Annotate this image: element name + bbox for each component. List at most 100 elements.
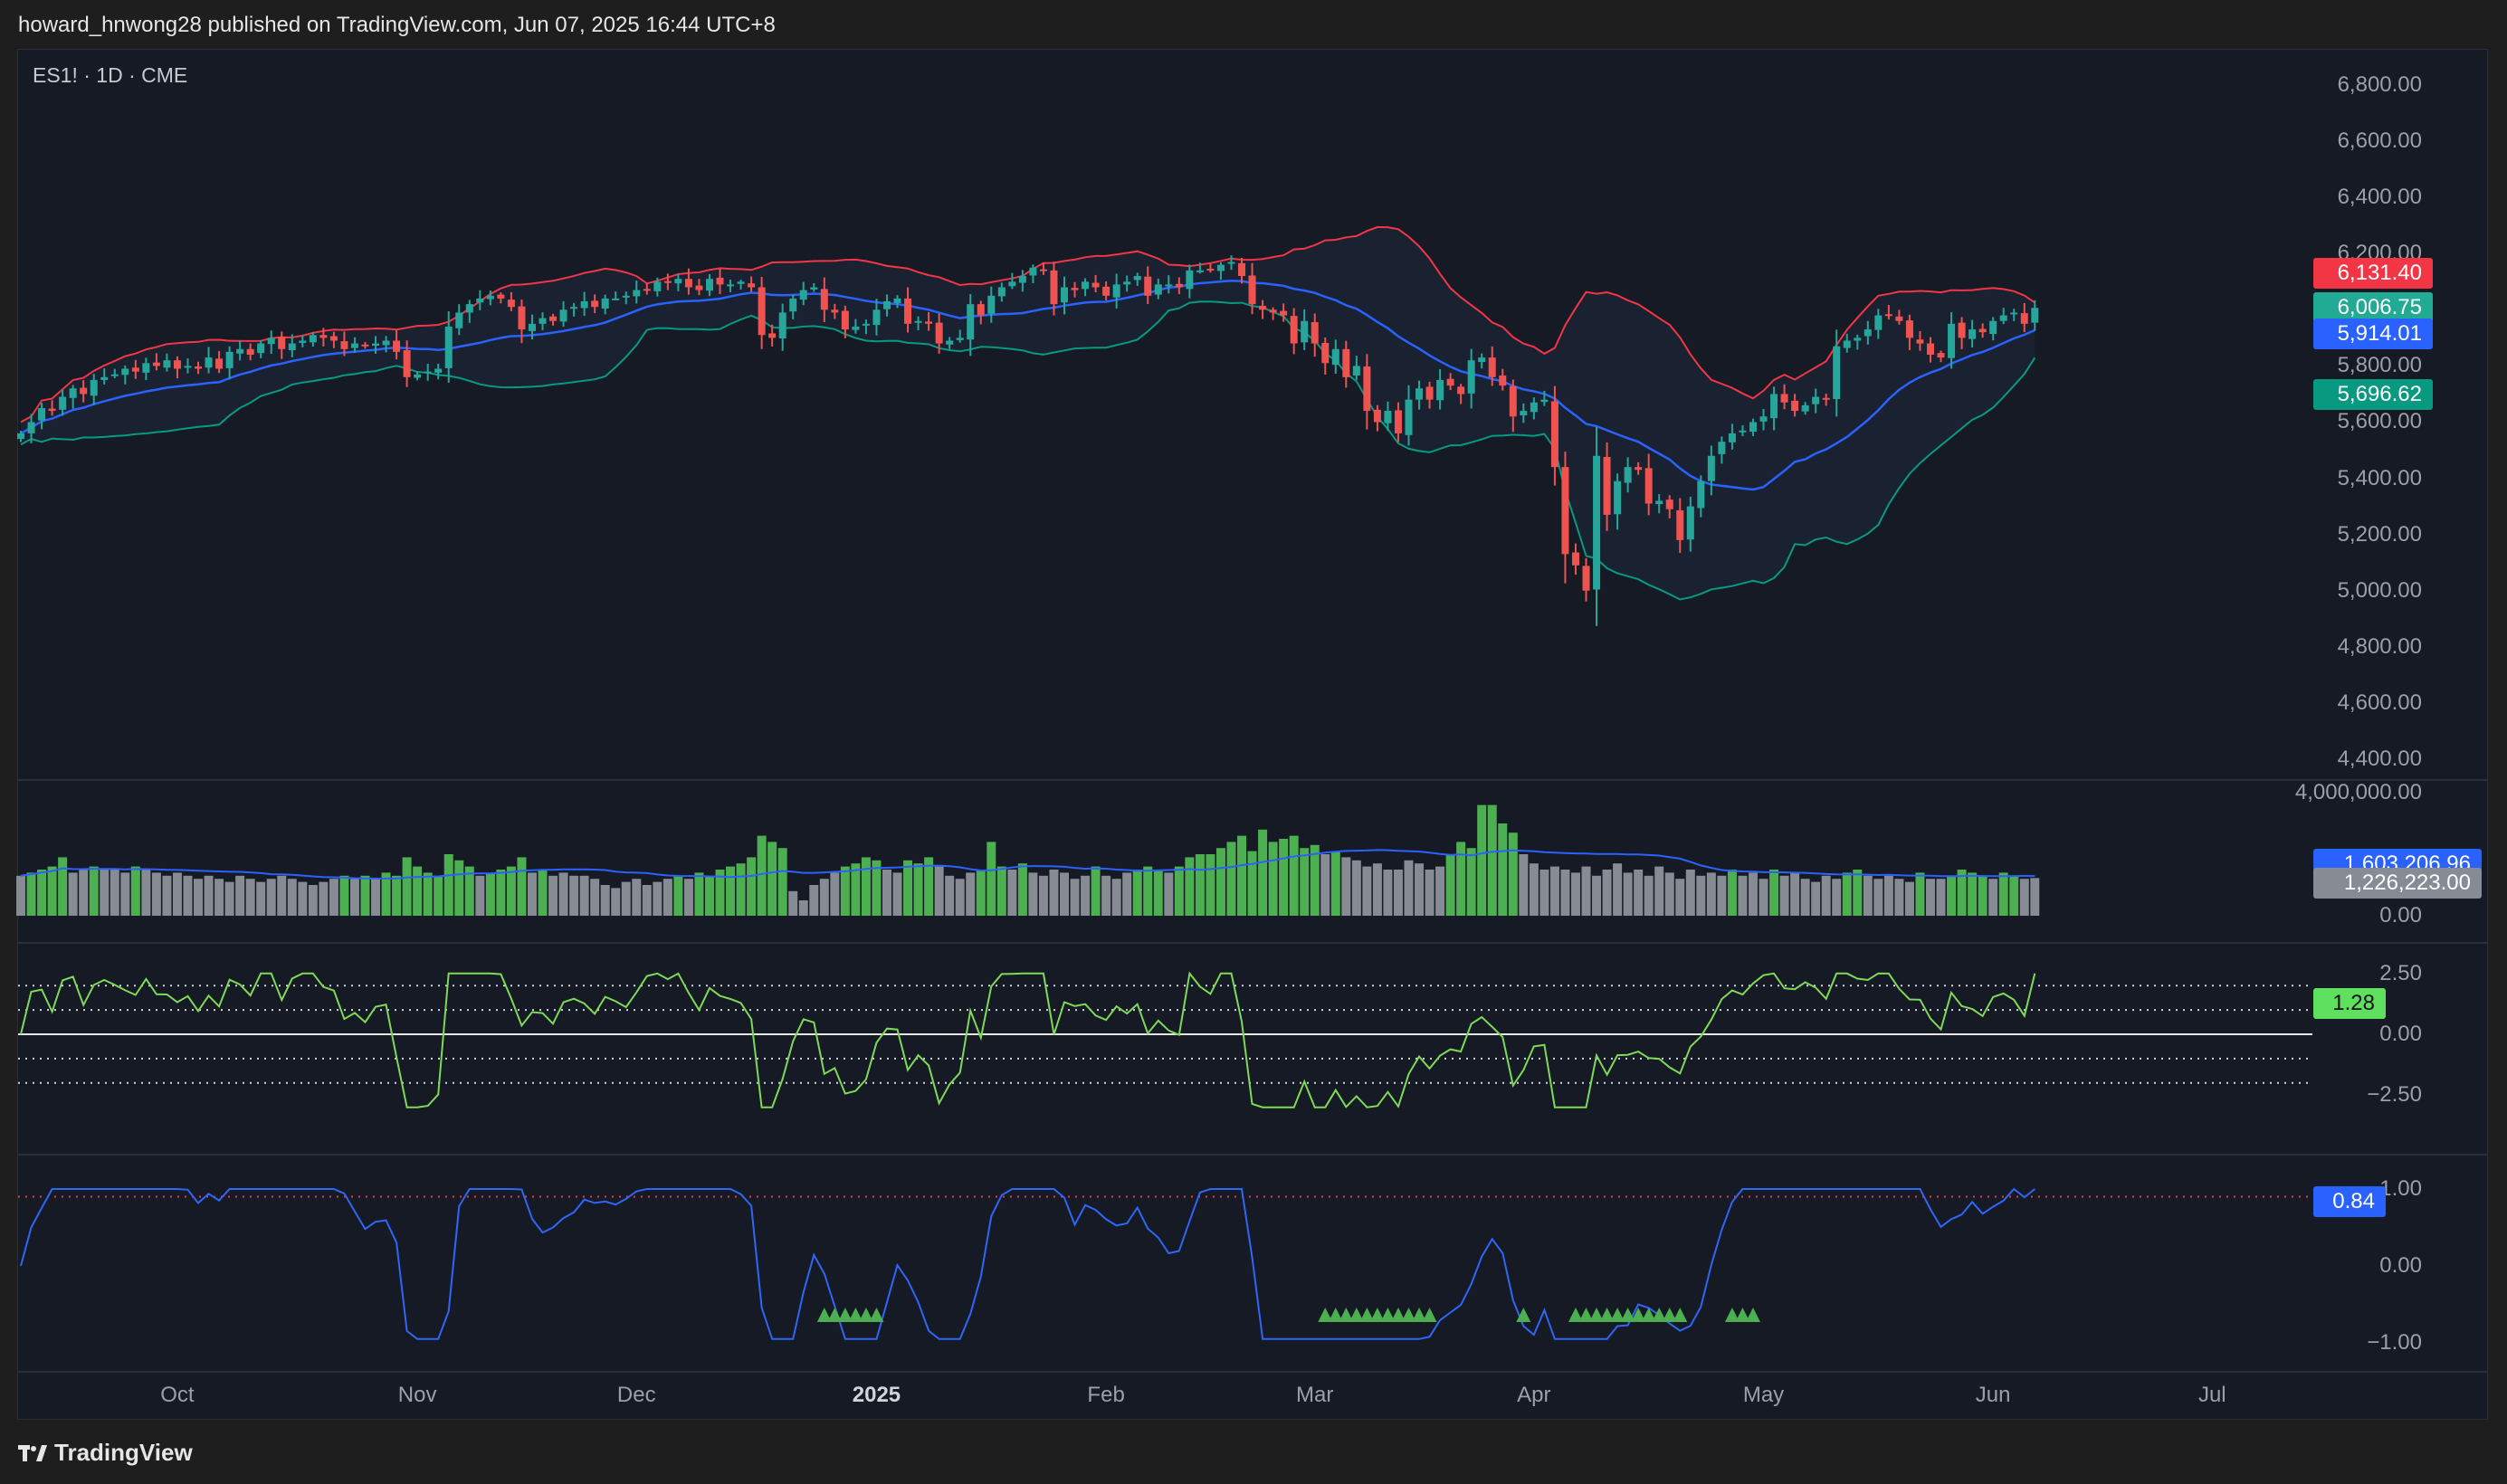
candle-body <box>414 374 422 378</box>
candle-body <box>1301 320 1309 343</box>
candle-body <box>1759 416 1768 422</box>
volume-bar <box>256 881 266 916</box>
volume-bar <box>1060 872 1069 916</box>
signal-marker-triangle <box>827 1308 843 1322</box>
brand-label: TradingView <box>54 1439 193 1466</box>
candle-body <box>1884 314 1892 317</box>
candle-body <box>236 348 244 354</box>
candle-body <box>1248 275 1256 305</box>
signal-marker-triangle <box>1422 1308 1437 1322</box>
volume-bar <box>673 875 683 916</box>
volume-bar <box>245 879 255 916</box>
volume-bar <box>1800 879 1810 916</box>
volume-bar <box>1811 881 1821 916</box>
volume-bar <box>903 860 913 916</box>
volume-bar <box>319 881 329 916</box>
candle-body <box>1467 360 1475 394</box>
candle-body <box>152 362 160 366</box>
candle-body <box>403 350 411 377</box>
candle-body <box>1926 343 1934 355</box>
candle-body <box>643 289 651 291</box>
signal-axis-label: −1.00 <box>2367 1330 2422 1355</box>
candle-body <box>591 300 599 308</box>
candle-body <box>716 277 724 285</box>
bollinger-band-fill <box>21 227 2035 600</box>
candle-body <box>946 340 954 345</box>
time-axis-label: Oct <box>160 1383 195 1407</box>
volume-bar <box>1174 866 1184 916</box>
candle-body <box>1061 287 1068 303</box>
candle-body <box>1843 340 1851 348</box>
volume-bar <box>1842 872 1852 916</box>
volume-bar <box>538 870 548 916</box>
candle-body <box>1331 348 1339 366</box>
volume-bar <box>1477 804 1487 916</box>
candle-body <box>246 348 254 355</box>
volume-badge: 1,226,223.00 <box>2313 868 2482 899</box>
volume-bar <box>1570 872 1580 916</box>
price-axis-label: 5,600.00 <box>2337 409 2422 434</box>
volume-bar <box>590 879 600 916</box>
candle-body <box>1791 400 1799 412</box>
candle-body <box>1864 329 1872 337</box>
candle-body <box>1394 410 1402 433</box>
candle-body <box>1812 396 1820 404</box>
candle-body <box>1165 284 1173 287</box>
candle-body <box>841 310 849 330</box>
candle-body <box>1697 480 1705 509</box>
candle-body <box>1425 386 1434 400</box>
candle-body <box>727 284 735 287</box>
candle-body <box>215 358 224 369</box>
signal-marker-triangle <box>1412 1308 1427 1322</box>
candle-body <box>27 422 35 433</box>
signal-marker-triangle <box>1401 1308 1416 1322</box>
volume-bar <box>1529 863 1539 916</box>
candle-body <box>1739 430 1747 433</box>
volume-bar <box>329 879 338 916</box>
candle-body <box>695 285 703 290</box>
volume-bar <box>1915 872 1925 916</box>
volume-bar <box>349 879 359 916</box>
volume-bar <box>579 875 589 916</box>
volume-bar <box>517 857 527 916</box>
volume-bar <box>339 875 349 916</box>
volume-bar <box>788 890 798 916</box>
volume-bar <box>16 875 25 916</box>
candle-body <box>684 279 692 288</box>
symbol-legend[interactable]: ES1! · 1D · CME <box>33 63 188 87</box>
volume-bar <box>1383 870 1393 916</box>
candle-body <box>528 323 536 331</box>
volume-bar <box>413 866 423 916</box>
volume-bar <box>1759 879 1768 916</box>
volume-bar <box>1863 875 1873 916</box>
volume-bar <box>1351 860 1361 916</box>
candle-body <box>1614 480 1622 515</box>
candle-body <box>1822 397 1830 400</box>
volume-bar <box>1925 879 1935 916</box>
signal-marker-triangle <box>1620 1308 1635 1322</box>
volume-bar <box>1508 832 1518 916</box>
candle-body <box>1801 404 1809 412</box>
price-axis-label: 4,600.00 <box>2337 690 2422 715</box>
time-axis-label: 2025 <box>852 1383 901 1407</box>
signal-marker-triangle <box>1578 1308 1594 1322</box>
time-axis-label: Mar <box>1296 1383 1334 1407</box>
signal-marker-triangle <box>1568 1308 1583 1322</box>
volume-bar <box>1873 879 1883 916</box>
tradingview-brand[interactable]: TradingView <box>18 1439 193 1467</box>
candle-body <box>507 300 515 308</box>
volume-bar <box>1195 854 1205 916</box>
candle-body <box>612 298 620 300</box>
candle-body <box>904 298 912 324</box>
candle-body <box>424 371 432 374</box>
volume-bar <box>214 879 224 916</box>
volume-bar <box>892 872 902 916</box>
candle-body <box>1895 316 1903 321</box>
candle-body <box>956 338 964 340</box>
volume-bar <box>485 872 495 916</box>
volume-bar <box>704 875 714 916</box>
candle-body <box>1635 467 1643 471</box>
candle-body <box>1091 282 1100 288</box>
candle-body <box>1749 422 1757 433</box>
